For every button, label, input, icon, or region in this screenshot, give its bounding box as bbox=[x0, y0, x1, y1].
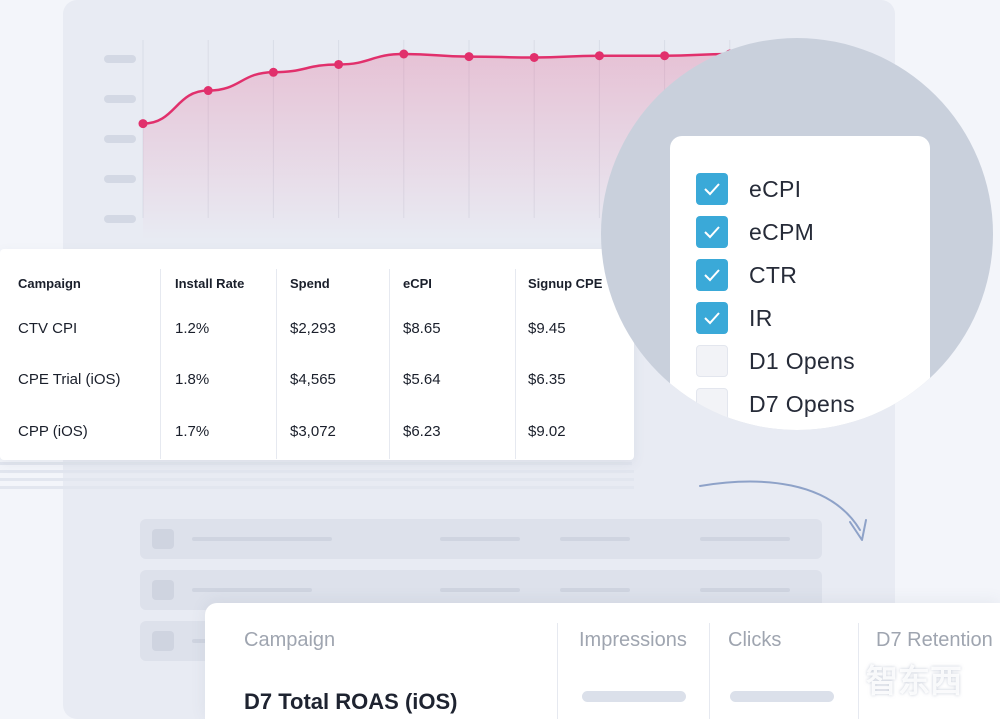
stacked-sheet-edge bbox=[0, 478, 634, 481]
roas-table-card: Campaign Impressions Clicks D7 Retention… bbox=[205, 603, 1000, 719]
checkmark-icon bbox=[704, 312, 720, 325]
table-cell: $6.35 bbox=[528, 371, 566, 388]
table-cell: $8.65 bbox=[403, 320, 441, 337]
y-axis-placeholder-tick bbox=[104, 95, 136, 103]
checkbox-checked[interactable] bbox=[696, 302, 728, 334]
chart-series-line bbox=[142, 52, 730, 125]
checkbox-checked[interactable] bbox=[696, 173, 728, 205]
table-cell: $9.02 bbox=[528, 423, 566, 440]
column-header[interactable]: D7 Retention bbox=[876, 629, 993, 651]
metric-option-ctr[interactable]: CTR bbox=[696, 258, 797, 292]
metric-option-label: CTR bbox=[749, 261, 798, 288]
metric-option-label: eCPM bbox=[749, 218, 815, 245]
magnified-metric-picker: eCPI eCPM CTR IR D1 Opens D7 Opens bbox=[601, 38, 993, 430]
curved-arrow-icon bbox=[699, 480, 867, 541]
metric-option-d7-opens[interactable]: D7 Opens bbox=[696, 387, 855, 421]
column-header[interactable]: Campaign bbox=[18, 276, 81, 291]
table-cell: $2,293 bbox=[290, 320, 336, 337]
campaign-name-cell[interactable]: CPP (iOS) bbox=[18, 423, 88, 440]
column-header[interactable]: Spend bbox=[290, 276, 330, 291]
checkbox-unchecked[interactable] bbox=[696, 388, 728, 420]
metric-option-label: D1 Opens bbox=[749, 347, 855, 374]
y-axis-placeholder-tick bbox=[104, 215, 136, 223]
chart-area-fill bbox=[143, 54, 730, 240]
column-header[interactable]: eCPI bbox=[403, 276, 432, 291]
metric-option-ecpm[interactable]: eCPM bbox=[696, 215, 814, 249]
checkbox-checked[interactable] bbox=[696, 259, 728, 291]
campaign-name-cell[interactable]: CPE Trial (iOS) bbox=[18, 371, 121, 388]
chart-point-2[interactable] bbox=[203, 86, 213, 96]
chart-point-7[interactable] bbox=[529, 52, 539, 62]
column-header[interactable]: Clicks bbox=[728, 629, 782, 651]
chart-point-9[interactable] bbox=[660, 51, 670, 61]
campaign-metrics-table: Campaign Install Rate Spend eCPI Signup … bbox=[0, 249, 634, 460]
table-cell: 1.7% bbox=[175, 423, 210, 440]
watermark-logo: 智东西 bbox=[866, 663, 963, 699]
checkmark-icon bbox=[704, 183, 720, 196]
table-cell: $9.45 bbox=[528, 320, 566, 337]
table-cell: $6.23 bbox=[403, 423, 441, 440]
checkbox-unchecked[interactable] bbox=[696, 345, 728, 377]
column-header[interactable]: Campaign bbox=[244, 629, 336, 651]
column-header[interactable]: Signup CPE bbox=[528, 276, 603, 291]
table-cell: $3,072 bbox=[290, 423, 336, 440]
stacked-sheet-edge bbox=[0, 462, 632, 465]
y-axis-placeholder-tick bbox=[104, 175, 136, 183]
metric-option-label: D7 Opens bbox=[749, 390, 855, 417]
table-cell: $4,565 bbox=[290, 371, 336, 388]
metric-option-label: eCPI bbox=[749, 175, 802, 202]
performance-line-chart bbox=[138, 40, 796, 240]
chart-point-8[interactable] bbox=[594, 51, 604, 61]
stacked-sheet-edge bbox=[0, 470, 634, 473]
placeholder-row bbox=[140, 519, 822, 559]
chart-point-4[interactable] bbox=[334, 59, 344, 69]
y-axis-placeholder-tick bbox=[104, 55, 136, 63]
metric-option-label: IR bbox=[749, 304, 773, 331]
column-header[interactable]: Impressions bbox=[579, 629, 687, 651]
table-cell: $5.64 bbox=[403, 371, 441, 388]
table-cell: 1.8% bbox=[175, 371, 210, 388]
metric-option-ecpi[interactable]: eCPI bbox=[696, 172, 801, 206]
campaign-name-cell[interactable]: CTV CPI bbox=[18, 320, 78, 337]
chart-point-1[interactable] bbox=[138, 119, 148, 129]
chart-point-5[interactable] bbox=[399, 49, 409, 59]
chart-point-6[interactable] bbox=[464, 52, 474, 62]
checkbox-checked[interactable] bbox=[696, 216, 728, 248]
checkmark-icon bbox=[704, 226, 720, 239]
metric-option-ir[interactable]: IR bbox=[696, 301, 773, 335]
value-placeholder-bar bbox=[730, 691, 834, 702]
checkmark-icon bbox=[704, 269, 720, 282]
y-axis-placeholder-tick bbox=[104, 135, 136, 143]
stacked-sheet-edge bbox=[0, 486, 634, 489]
metric-picker-dropdown: eCPI eCPM CTR IR D1 Opens D7 Opens bbox=[670, 136, 930, 430]
column-header[interactable]: Install Rate bbox=[175, 276, 245, 291]
roas-row-label[interactable]: D7 Total ROAS (iOS) bbox=[244, 689, 458, 714]
chart-point-3[interactable] bbox=[268, 67, 278, 77]
value-placeholder-bar bbox=[582, 691, 686, 702]
table-cell: 1.2% bbox=[175, 320, 210, 337]
metric-option-d1-opens[interactable]: D1 Opens bbox=[696, 344, 855, 378]
